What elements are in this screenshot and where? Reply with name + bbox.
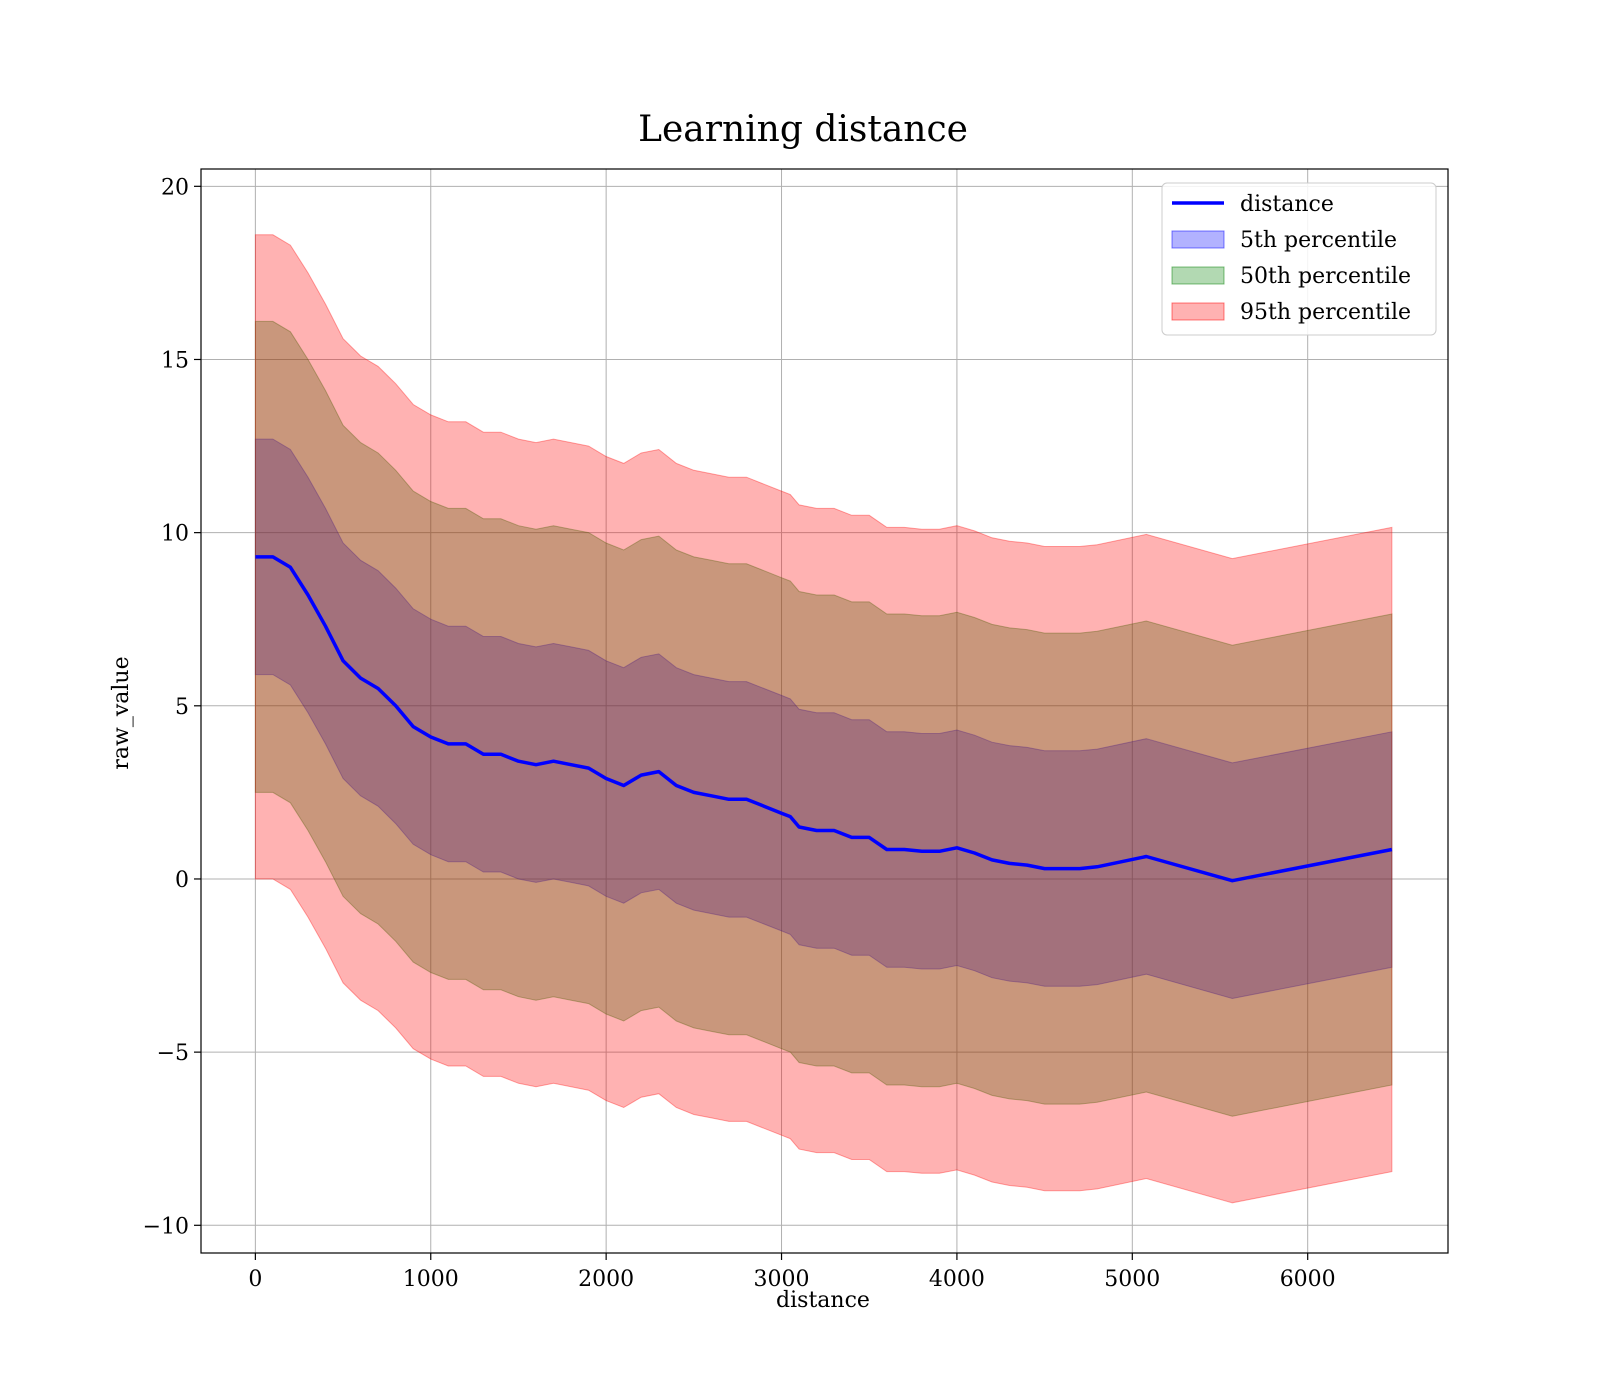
band-5th-percentile: [254, 438, 1393, 1000]
x-tick-label: 0: [248, 1267, 262, 1292]
legend-swatch-band: [1171, 302, 1225, 321]
legend-entry: distance: [1240, 192, 1334, 217]
series-line-distance: [255, 555, 1393, 883]
band-95th-percentile: [254, 234, 1393, 1204]
x-tick-label: 1000: [403, 1267, 459, 1292]
x-tick-label: 4000: [929, 1267, 985, 1292]
legend-swatch-band: [1171, 266, 1225, 285]
chart-title: Learning distance: [638, 109, 968, 150]
y-tick-label: −10: [143, 1214, 189, 1239]
x-tick-label: 2000: [578, 1267, 634, 1292]
x-tick-label: 6000: [1280, 1267, 1336, 1292]
y-tick-label: 20: [161, 175, 189, 200]
y-tick-label: −5: [157, 1041, 189, 1066]
legend-entry: 5th percentile: [1240, 228, 1397, 253]
legend-frame: [1161, 182, 1437, 336]
y-tick-label: 0: [175, 868, 189, 893]
x-tick-label: 3000: [754, 1267, 810, 1292]
plot-area: 0 1000 2000 3000 4000 5000 6000 −10 −5 0 5 10 15 20: [143, 168, 1449, 1292]
legend-swatch-band: [1171, 230, 1225, 249]
y-axis-label: raw_value: [109, 656, 134, 769]
x-tick-label: 5000: [1104, 1267, 1160, 1292]
band-50th-percentile: [254, 320, 1393, 1117]
y-tick-label: 15: [161, 348, 189, 373]
legend: distance 5th percentile 50th percentile 95t…: [1161, 182, 1437, 336]
x-axis-label: distance: [776, 1288, 870, 1313]
legend-entry: 95th percentile: [1240, 300, 1411, 325]
axes-frame: [200, 168, 1449, 1254]
legend-entry: 50th percentile: [1240, 264, 1411, 289]
y-tick-label: 5: [175, 695, 189, 720]
y-tick-label: 10: [161, 522, 189, 547]
